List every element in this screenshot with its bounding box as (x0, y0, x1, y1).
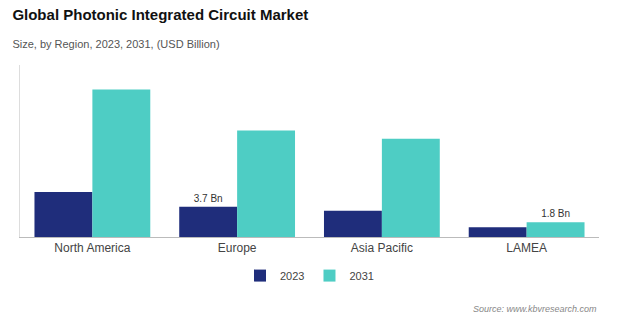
svg-text:Source: www.kbvresearch.com: Source: www.kbvresearch.com (473, 304, 597, 314)
svg-text:2023: 2023 (280, 270, 304, 282)
svg-text:LAMEA: LAMEA (506, 241, 547, 255)
svg-text:2031: 2031 (349, 270, 373, 282)
svg-text:North America: North America (54, 241, 130, 255)
svg-text:Global Photonic Integrated Cir: Global Photonic Integrated Circuit Marke… (12, 6, 308, 23)
svg-text:3.7 Bn: 3.7 Bn (194, 193, 223, 204)
svg-text:1.8 Bn: 1.8 Bn (541, 208, 570, 219)
svg-text:Asia Pacific: Asia Pacific (351, 241, 413, 255)
svg-text:Europe: Europe (218, 241, 257, 255)
svg-text:Size, by Region, 2023, 2031, (: Size, by Region, 2023, 2031, (USD Billio… (12, 38, 219, 50)
